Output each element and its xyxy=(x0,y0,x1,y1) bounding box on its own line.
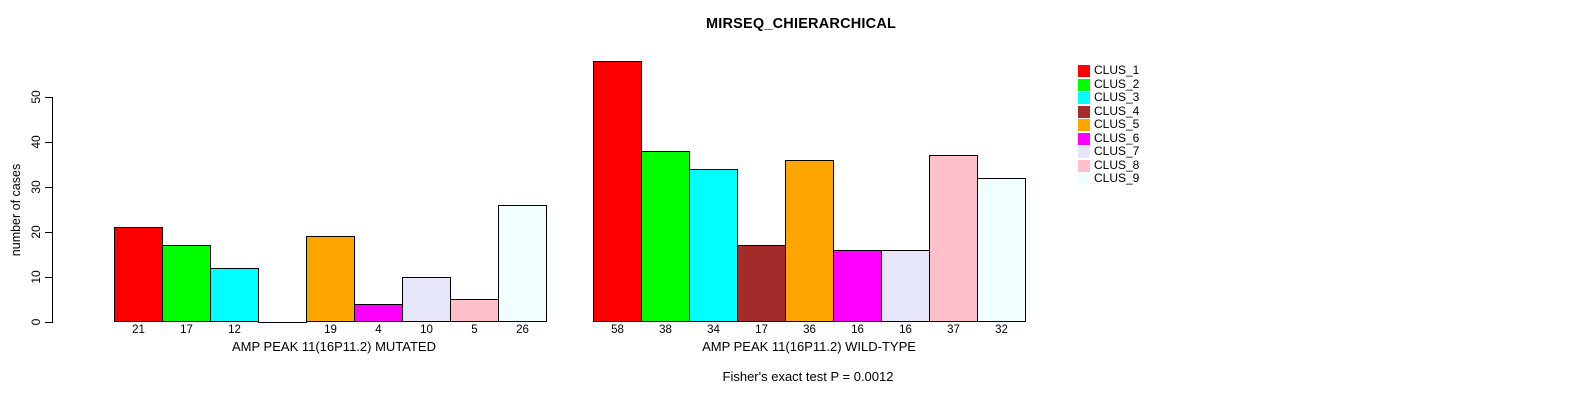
legend-swatch-clus-3 xyxy=(1078,92,1090,104)
bar-count-label: 16 xyxy=(851,324,864,336)
legend-swatch-clus-6 xyxy=(1078,132,1090,145)
y-tick xyxy=(45,322,52,323)
bar-count-label: 17 xyxy=(180,324,193,336)
bar-clus-2-wild-type xyxy=(641,151,690,322)
bar-clus-1-mutated xyxy=(114,227,163,322)
y-tick xyxy=(45,277,52,278)
y-axis-label: number of cases xyxy=(9,163,23,257)
legend-swatch-clus-9 xyxy=(1078,173,1090,185)
legend-swatch-clus-5 xyxy=(1078,119,1090,131)
legend-label-clus-3: CLUS_3 xyxy=(1094,90,1140,104)
bar-count-label: 12 xyxy=(228,324,241,336)
legend-swatch-clus-4 xyxy=(1078,105,1090,118)
bar-clus-5-wild-type xyxy=(785,160,834,322)
bar-count-label: 36 xyxy=(803,324,816,336)
legend-swatch-clus-8 xyxy=(1078,159,1090,172)
bar-count-label: 17 xyxy=(755,324,768,336)
legend-label-clus-2: CLUS_2 xyxy=(1094,76,1140,91)
y-tick-label: 40 xyxy=(29,135,43,149)
bar-clus-6-mutated xyxy=(354,304,403,322)
bar-clus-9-mutated xyxy=(498,205,547,322)
bar-clus-9-wild-type xyxy=(977,178,1026,322)
y-tick xyxy=(45,97,52,98)
y-axis-line xyxy=(52,97,53,323)
bar-count-label: 19 xyxy=(324,324,337,336)
x-axis-label-wild-type: AMP PEAK 11(16P11.2) WILD-TYPE xyxy=(702,339,916,354)
bar-count-label: 16 xyxy=(899,324,912,336)
y-tick-label: 10 xyxy=(29,270,43,284)
bar-count-label: 26 xyxy=(516,324,529,336)
bar-count-label: 32 xyxy=(995,324,1008,336)
y-tick xyxy=(45,232,52,233)
bar-count-label: 58 xyxy=(611,324,624,336)
bar-clus-8-wild-type xyxy=(929,155,978,322)
bar-clus-7-wild-type xyxy=(881,250,930,322)
chart-title: MIRSEQ_CHIERARCHICAL xyxy=(705,16,897,32)
bar-count-label: 38 xyxy=(659,324,672,336)
legend-swatch-clus-1 xyxy=(1078,65,1090,77)
legend-swatch-clus-2 xyxy=(1078,78,1090,91)
bar-clus-4-mutated-zero xyxy=(258,322,307,323)
legend-label-clus-8: CLUS_8 xyxy=(1094,157,1140,172)
bar-count-label: 5 xyxy=(471,324,478,336)
bar-clus-8-mutated xyxy=(450,299,499,322)
legend-label-clus-4: CLUS_4 xyxy=(1094,103,1140,118)
bar-clus-5-mutated xyxy=(306,236,355,322)
y-tick xyxy=(45,142,52,143)
legend-label-clus-7: CLUS_7 xyxy=(1094,144,1140,158)
bar-count-label: 37 xyxy=(947,324,960,336)
bar-clus-2-mutated xyxy=(162,245,211,322)
bar-clus-6-wild-type xyxy=(833,250,882,322)
legend-label-clus-1: CLUS_1 xyxy=(1094,63,1140,77)
fisher-test-annotation: Fisher's exact test P = 0.0012 xyxy=(722,369,894,384)
legend-label-clus-9: CLUS_9 xyxy=(1094,171,1140,185)
bar-count-label: 4 xyxy=(375,324,382,336)
bar-clus-1-wild-type xyxy=(593,61,642,322)
legend-swatch-clus-7 xyxy=(1078,146,1090,158)
bar-clus-7-mutated xyxy=(402,277,451,322)
bar-clus-4-wild-type xyxy=(737,245,786,322)
bar-count-label: 21 xyxy=(132,324,145,336)
bar-clus-3-mutated xyxy=(210,268,259,322)
y-tick-label: 20 xyxy=(29,225,43,239)
y-tick-label: 0 xyxy=(29,318,43,326)
bar-count-label: 34 xyxy=(707,324,720,336)
y-tick-label: 50 xyxy=(29,90,43,104)
x-axis-label-mutated: AMP PEAK 11(16P11.2) MUTATED xyxy=(232,339,436,354)
y-tick xyxy=(45,187,52,188)
y-tick-label: 30 xyxy=(29,180,43,194)
bar-clus-3-wild-type xyxy=(689,169,738,322)
bar-count-label: 10 xyxy=(420,324,433,336)
legend-label-clus-6: CLUS_6 xyxy=(1094,130,1140,145)
legend-label-clus-5: CLUS_5 xyxy=(1094,117,1140,131)
